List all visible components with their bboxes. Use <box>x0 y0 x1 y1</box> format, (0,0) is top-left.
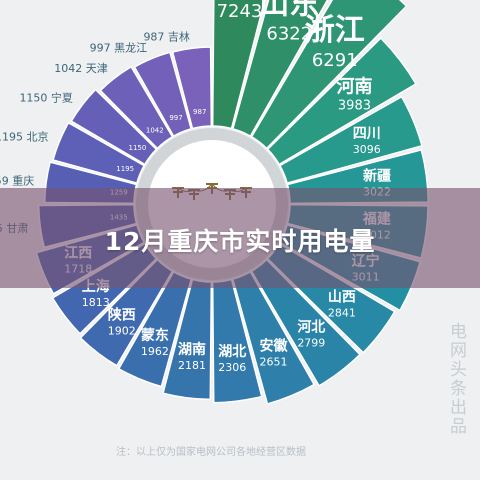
slice-value-label: 3096 <box>353 143 381 156</box>
slice-outer-label: 987 吉林 <box>143 29 190 43</box>
slice-value-label: 997 <box>169 114 182 122</box>
slice-value-label: 1150 <box>129 144 147 152</box>
slice-value-label: 1813 <box>82 296 110 309</box>
rose-slice <box>52 121 146 185</box>
slice-value-label: 7243 <box>217 1 263 22</box>
slice-value-label: 2841 <box>328 307 356 320</box>
slice-name-label: 四川 <box>353 126 381 142</box>
title-banner <box>0 188 480 288</box>
slice-value-label: 1962 <box>141 345 169 358</box>
slice-name-label: 新疆 <box>363 167 391 184</box>
rose-slice <box>231 0 329 138</box>
slice-name-label: 河北 <box>297 318 325 335</box>
rose-slice <box>278 95 423 185</box>
slice-name-label: 河南 <box>336 76 372 98</box>
slice-name-label: 湖南 <box>178 341 206 358</box>
slice-value-label: 1042 <box>146 126 164 134</box>
slice-name-label: 浙江 <box>305 13 365 48</box>
rose-slice <box>70 88 158 166</box>
slice-value-label: 2799 <box>297 336 325 349</box>
slice-name-label: 湖北 <box>218 344 246 360</box>
footnote: 注：以上仅为国家电网公司各地经营区数据 <box>116 447 306 458</box>
rose-slice <box>250 0 408 150</box>
rose-slice <box>211 0 266 130</box>
slice-outer-label: 1150 宁夏 <box>19 90 73 104</box>
slice-value-label: 6291 <box>312 50 358 71</box>
watermark: 电网头条出品 <box>446 322 466 436</box>
slice-outer-label: 997 黑龙江 <box>90 41 148 54</box>
slice-value-label: 2306 <box>218 361 246 374</box>
slice-value-label: 3983 <box>338 99 371 114</box>
rose-slice <box>171 46 213 130</box>
slice-value-label: 2181 <box>178 359 206 372</box>
slice-value-label: 987 <box>193 108 206 116</box>
slice-name-label: 陕西 <box>108 307 136 324</box>
slice-value-label: 2651 <box>260 356 288 369</box>
rose-slice <box>133 51 193 138</box>
slice-value-label: 1195 <box>116 165 134 173</box>
slice-name-label: 山西 <box>328 290 356 306</box>
rose-slice <box>99 65 174 150</box>
slice-name-label: 蒙东 <box>141 327 169 344</box>
rose-slice <box>266 37 417 166</box>
page-title: 12月重庆市实时用电量 <box>104 227 376 256</box>
slice-value-label: 6322 <box>266 23 312 44</box>
slice-outer-label: 1042 天津 <box>54 62 108 75</box>
slice-outer-label: 1195 北京 <box>0 129 49 143</box>
slice-value-label: 1902 <box>108 325 136 338</box>
slice-outer-label: 1259 重庆 <box>0 174 34 188</box>
slice-name-label: 山东 <box>259 0 319 21</box>
slice-name-label: 安徽 <box>260 338 289 355</box>
